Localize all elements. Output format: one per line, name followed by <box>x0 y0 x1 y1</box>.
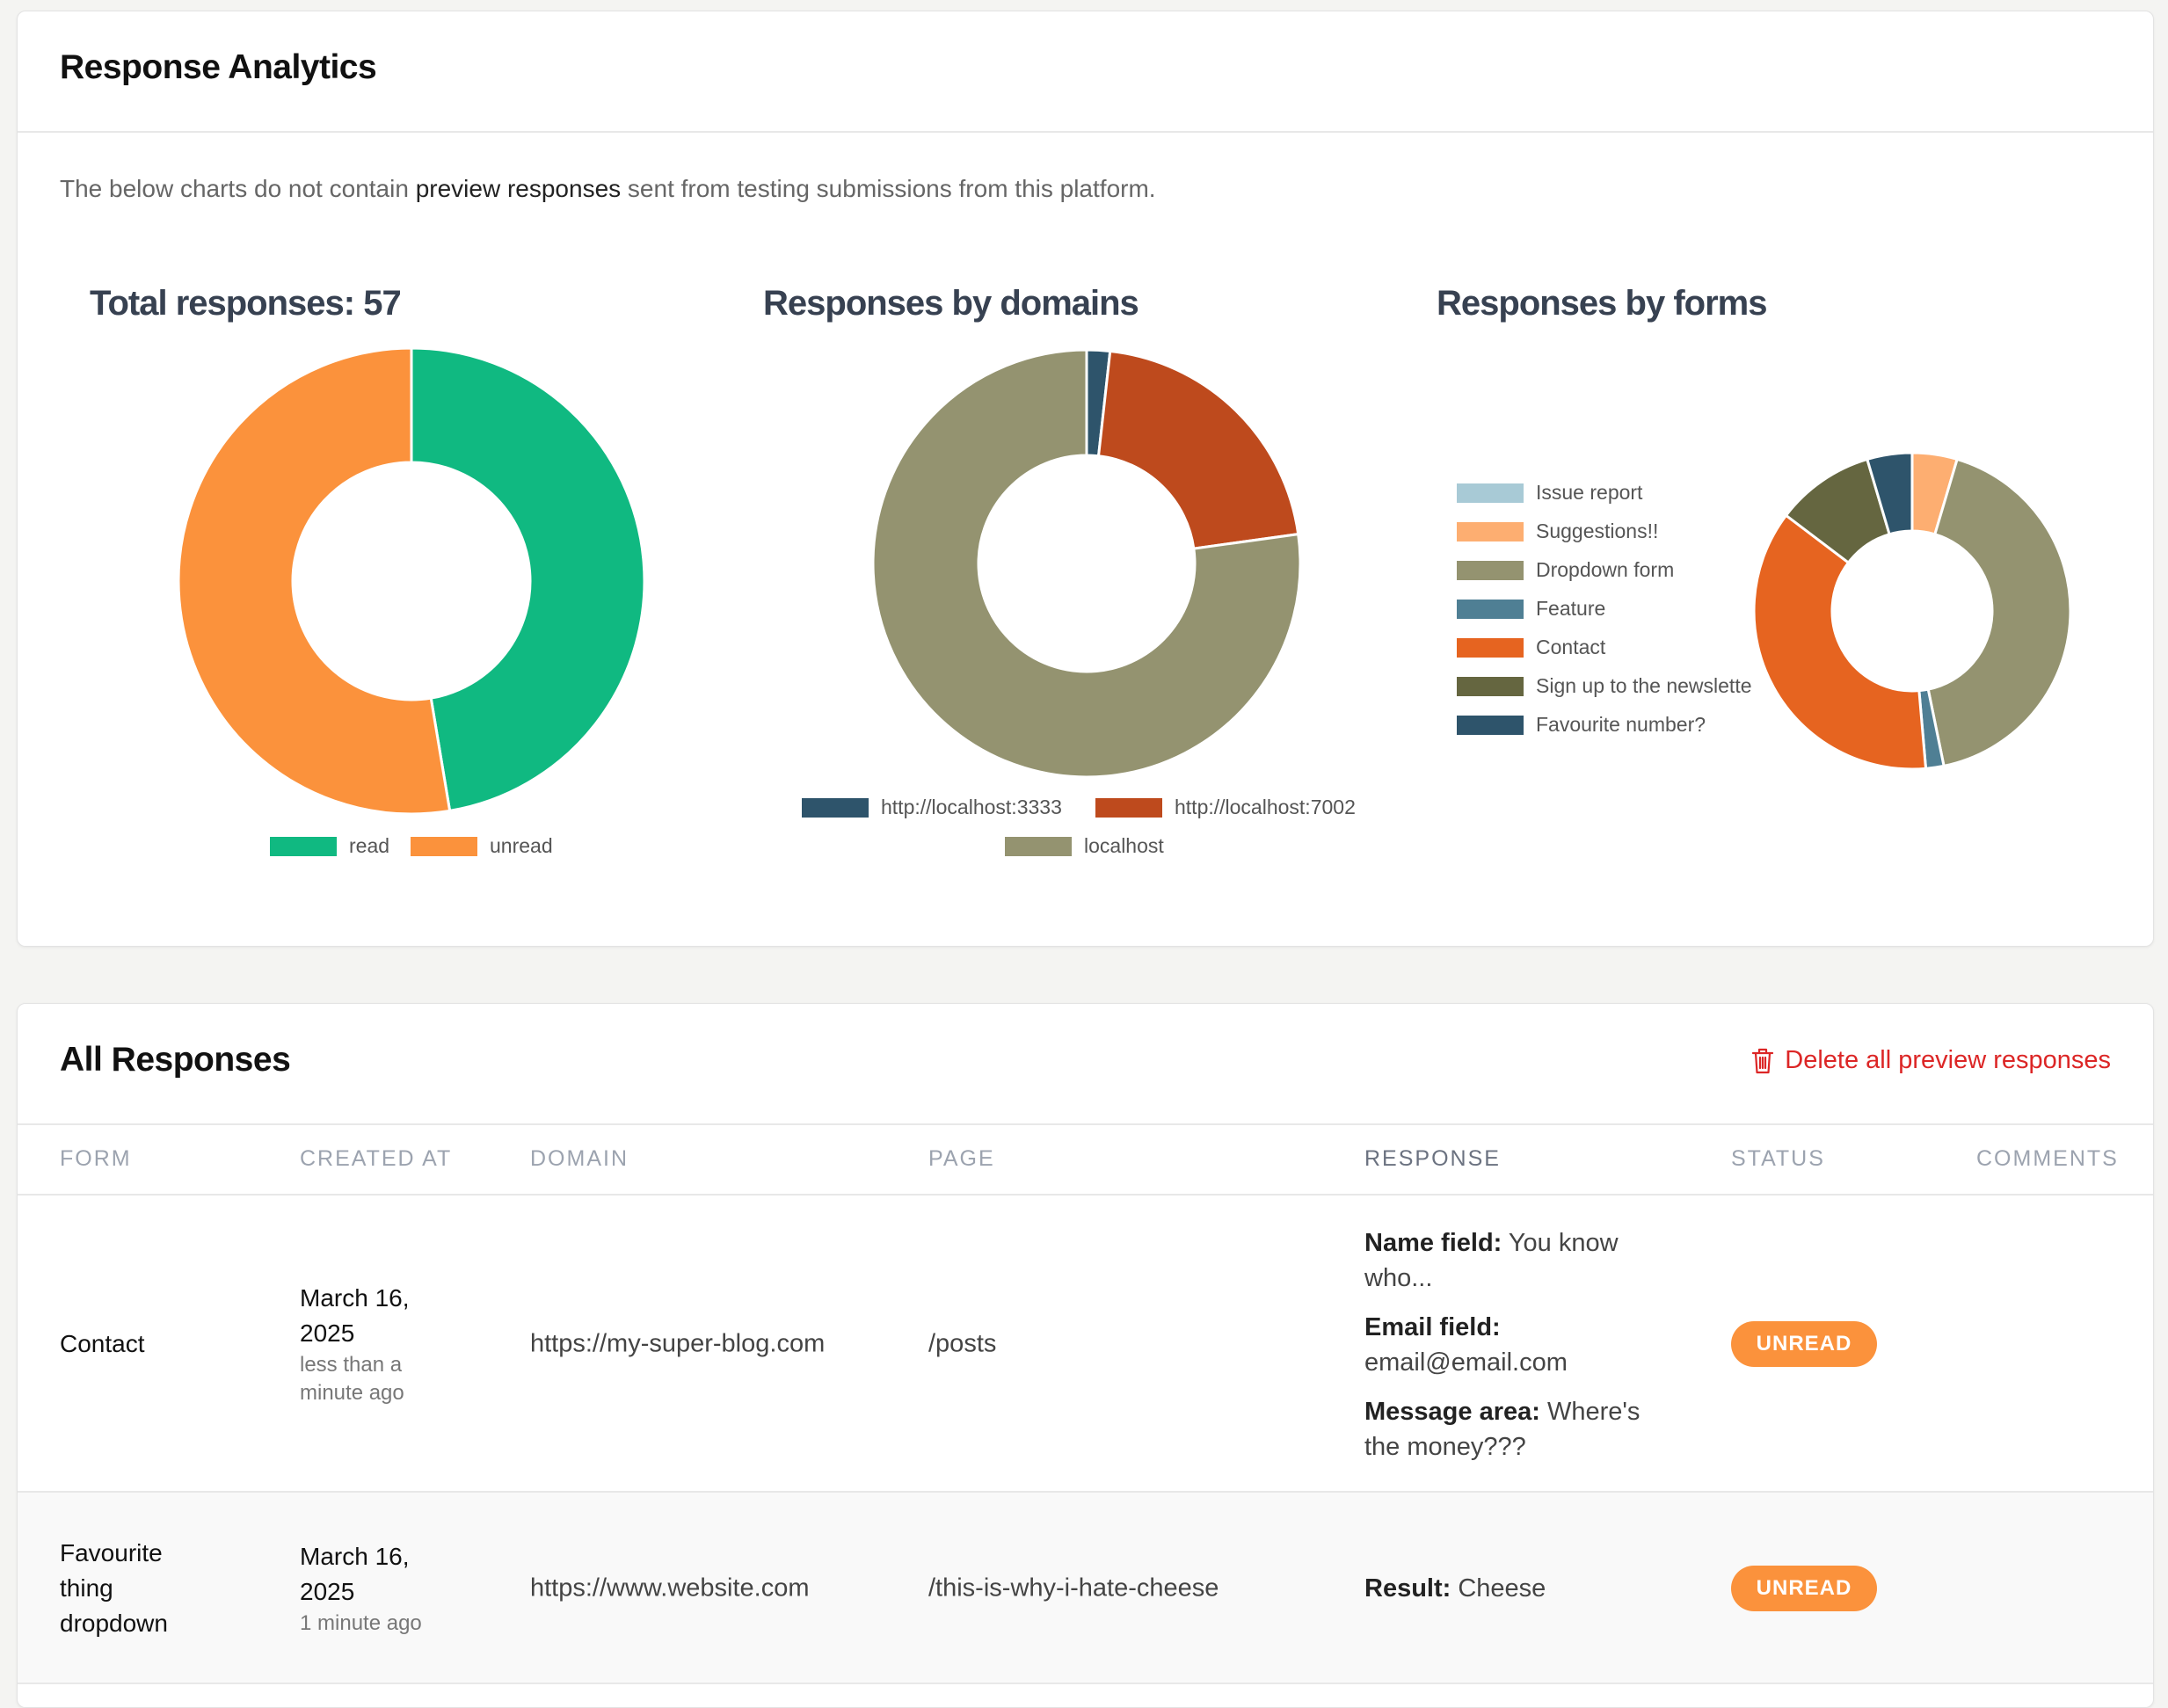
legend-swatch <box>1457 715 1524 735</box>
legend-label: Dropdown form <box>1536 558 1675 581</box>
legend-item[interactable]: Issue report <box>1457 481 1773 505</box>
row-divider <box>18 1491 2153 1493</box>
column-header-page: Page <box>928 1146 995 1171</box>
legend-item[interactable]: Contact <box>1457 636 1773 659</box>
row-page: /this-is-why-i-hate-cheese <box>928 1574 1219 1603</box>
table-row[interactable]: Contact March 16, 2025 less than a minut… <box>18 1196 2153 1493</box>
column-header-created: Created at <box>300 1146 453 1171</box>
legend-swatch <box>1005 836 1072 856</box>
pie-slice-contact[interactable] <box>1752 513 1928 771</box>
row-ago: less than a minute ago <box>300 1353 404 1405</box>
legend-label: Sign up to the newslette <box>1536 674 1752 697</box>
pie-slice-http-localhost-7002[interactable] <box>1096 349 1300 550</box>
legend-label: http://localhost:7002 <box>1175 796 1356 818</box>
delete-label: Delete all preview responses <box>1785 1046 2111 1074</box>
response-field: Name field: You know who... <box>1364 1229 1619 1292</box>
row-date: March 16, 2025 <box>300 1284 410 1347</box>
legend-label: unread <box>490 834 553 857</box>
pie-slice-localhost[interactable] <box>871 348 1302 779</box>
row-created: March 16, 2025 1 minute ago <box>300 1539 440 1638</box>
preview-responses-text: preview responses <box>415 175 622 202</box>
legend-item[interactable]: Dropdown form <box>1457 558 1773 582</box>
legend-swatch <box>1457 483 1524 503</box>
legend-swatch <box>802 797 869 818</box>
legend-item[interactable]: http://localhost:7002 <box>1095 796 1356 819</box>
pie-slice-read[interactable] <box>410 346 646 813</box>
legend-swatch <box>1457 599 1524 619</box>
legend-item[interactable]: localhost <box>1005 834 1164 858</box>
row-domain: https://my-super-blog.com <box>530 1329 826 1358</box>
legend-item[interactable]: Sign up to the newslette <box>1457 674 1773 698</box>
legend-label: Contact <box>1536 636 1606 658</box>
legend-swatch <box>411 836 477 856</box>
header-divider <box>18 1194 2153 1196</box>
legend-swatch <box>1457 521 1524 541</box>
legend-swatch <box>1457 560 1524 580</box>
responses-title: All Responses <box>60 1041 291 1079</box>
legend-item[interactable]: Feature <box>1457 597 1773 621</box>
analytics-header: Response Analytics <box>18 11 2153 133</box>
delete-preview-responses-button[interactable]: Delete all preview responses <box>1751 1046 2111 1075</box>
row-form: Favourite thing dropdown <box>60 1539 168 1637</box>
row-response: Name field: You know who... Email field:… <box>1364 1225 1655 1479</box>
legend-label: read <box>349 834 390 857</box>
pie-slice-dropdown-form[interactable] <box>1926 457 2072 768</box>
row-domain: https://www.website.com <box>530 1574 810 1603</box>
row-form: Contact <box>60 1330 145 1357</box>
domains-chart-title: Responses by domains <box>763 284 1139 323</box>
legend-label: localhost <box>1084 834 1164 857</box>
legend-swatch <box>270 836 337 856</box>
note-prefix: The below charts do not contain <box>60 175 416 202</box>
analytics-title: Response Analytics <box>60 48 377 86</box>
pie-slice-unread[interactable] <box>177 346 452 816</box>
legend-swatch <box>1095 797 1162 818</box>
row-page: /posts <box>928 1329 997 1358</box>
row-date: March 16, 2025 <box>300 1543 410 1605</box>
total-responses-title: Total responses: 57 <box>90 284 402 323</box>
legend-label: Suggestions!! <box>1536 520 1659 542</box>
responses-header: All Responses Delete all preview respons… <box>18 1004 2153 1125</box>
analytics-card: Response Analytics The below charts do n… <box>17 11 2154 947</box>
legend-label: http://localhost:3333 <box>881 796 1062 818</box>
analytics-note: The below charts do not contain preview … <box>60 175 1156 203</box>
row-created: March 16, 2025 less than a minute ago <box>300 1281 440 1407</box>
response-field: Result: Cheese <box>1364 1574 1546 1603</box>
legend-item[interactable]: read <box>270 834 389 858</box>
legend-swatch <box>1457 676 1524 696</box>
trash-icon <box>1752 1048 1774 1073</box>
legend-label: Feature <box>1536 597 1606 620</box>
table-row[interactable]: Favourite thing dropdown March 16, 2025 … <box>18 1493 2153 1684</box>
response-field: Email field: email@email.com <box>1364 1313 1568 1377</box>
legend-swatch <box>1457 637 1524 658</box>
legend-item[interactable]: Suggestions!! <box>1457 520 1773 543</box>
legend-label: Favourite number? <box>1536 713 1706 736</box>
row-ago: 1 minute ago <box>300 1611 422 1635</box>
response-field: Message area: Where's the money??? <box>1364 1398 1641 1461</box>
column-header-form: Form <box>60 1146 132 1171</box>
responses-card: All Responses Delete all preview respons… <box>17 1003 2154 1708</box>
column-header-domain: Domain <box>530 1146 629 1171</box>
legend-item[interactable]: http://localhost:3333 <box>802 796 1062 819</box>
status-badge[interactable]: UNREAD <box>1731 1566 1877 1611</box>
column-header-status: Status <box>1731 1146 1825 1171</box>
column-header-response: Response <box>1364 1146 1501 1171</box>
pie-slice-favourite-number[interactable] <box>1865 451 1914 536</box>
note-suffix: sent from testing submissions from this … <box>621 175 1156 202</box>
legend-label: Issue report <box>1536 481 1643 504</box>
status-badge[interactable]: UNREAD <box>1731 1321 1877 1367</box>
column-header-comments: Comments <box>1976 1146 2119 1171</box>
charts-canvas <box>177 346 2072 816</box>
legend-item[interactable]: Favourite number? <box>1457 713 1773 737</box>
forms-chart-title: Responses by forms <box>1437 284 1767 323</box>
row-divider <box>18 1683 2153 1684</box>
row-response: Result: Cheese <box>1364 1571 1655 1606</box>
legend-item[interactable]: unread <box>411 834 553 858</box>
